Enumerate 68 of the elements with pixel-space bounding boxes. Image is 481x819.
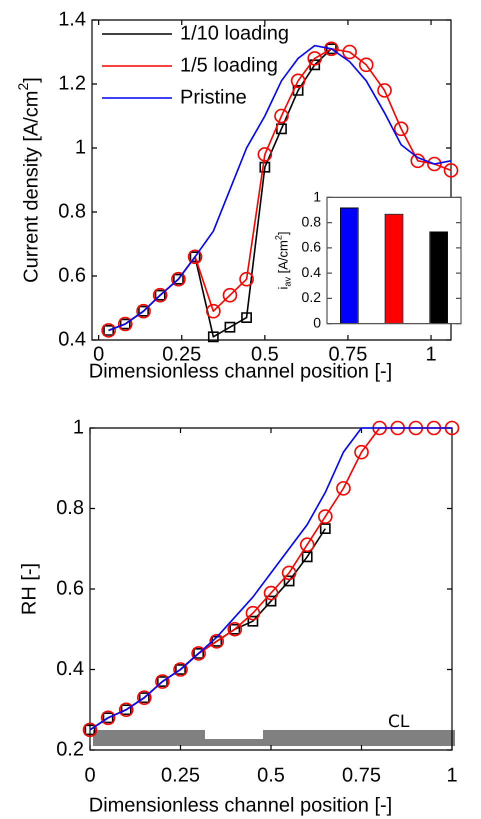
point [282,566,296,580]
point [292,85,304,96]
legend-label: Pristine [180,86,247,109]
y-tick-label: 0.2 [56,738,84,761]
point [444,163,458,178]
y-tick-label: 0 [313,314,322,330]
point [248,616,258,627]
point [206,304,221,318]
y-tick-label: 0.4 [56,658,84,680]
point [309,59,320,70]
y-tick-label: 0.8 [302,214,322,230]
point [408,420,424,436]
point [274,108,289,124]
point [302,551,313,562]
y-tick-label: 0.8 [56,497,84,520]
y-tick-label: 0.4 [58,328,86,351]
y-axis-title: RH [-] [18,562,41,616]
y-axis-title: Current density [A/cm2] [14,77,43,283]
x-tick-label: 0.5 [257,764,285,787]
x-tick-label: 0.75 [342,764,381,787]
point [222,288,238,302]
point [246,606,260,620]
x-tick-label: 1 [446,764,458,787]
y-tick-label: 0.6 [302,238,322,255]
point [394,122,408,136]
point [284,576,294,586]
point [239,272,254,286]
point [276,123,287,134]
y-tick-label: 0.4 [302,264,322,280]
legend-label: 1/5 loading [180,54,278,77]
point [290,74,306,88]
point [336,481,351,496]
point [208,331,219,342]
y-tick-label: 0.2 [302,289,322,306]
point [390,420,405,436]
point [354,444,369,460]
point [241,312,252,323]
x-tick-label: 0.25 [161,764,200,787]
point [224,322,236,333]
point [377,83,392,98]
point [318,509,333,524]
annotation: CL [388,712,410,732]
legend-label: 1/10 loading [180,22,289,45]
y-tick-label: 0.6 [56,578,84,600]
point [264,586,278,600]
point [300,537,314,552]
y-tick-label: 1 [74,136,86,159]
point [320,523,331,534]
point [426,420,442,436]
point [342,44,357,60]
x-tick-label: 1 [425,344,437,366]
point [307,51,322,66]
point [427,156,442,172]
y-tick-label: 1 [72,416,84,439]
point [372,420,387,436]
y-tick-label: 1.4 [58,8,86,31]
x-axis-title: Dimensionless channel position [-] [88,794,392,817]
point [444,420,460,436]
point [266,596,276,606]
point [259,162,270,173]
y-tick-label: 1.2 [58,72,86,95]
y-axis-title: iav [A/cm2] [273,231,292,290]
y-tick-label: 0.6 [58,264,86,287]
y-tick-label: 1 [313,188,322,204]
point [358,58,374,72]
point [410,154,426,168]
y-tick-label: 0.8 [58,200,86,223]
point [258,147,272,162]
